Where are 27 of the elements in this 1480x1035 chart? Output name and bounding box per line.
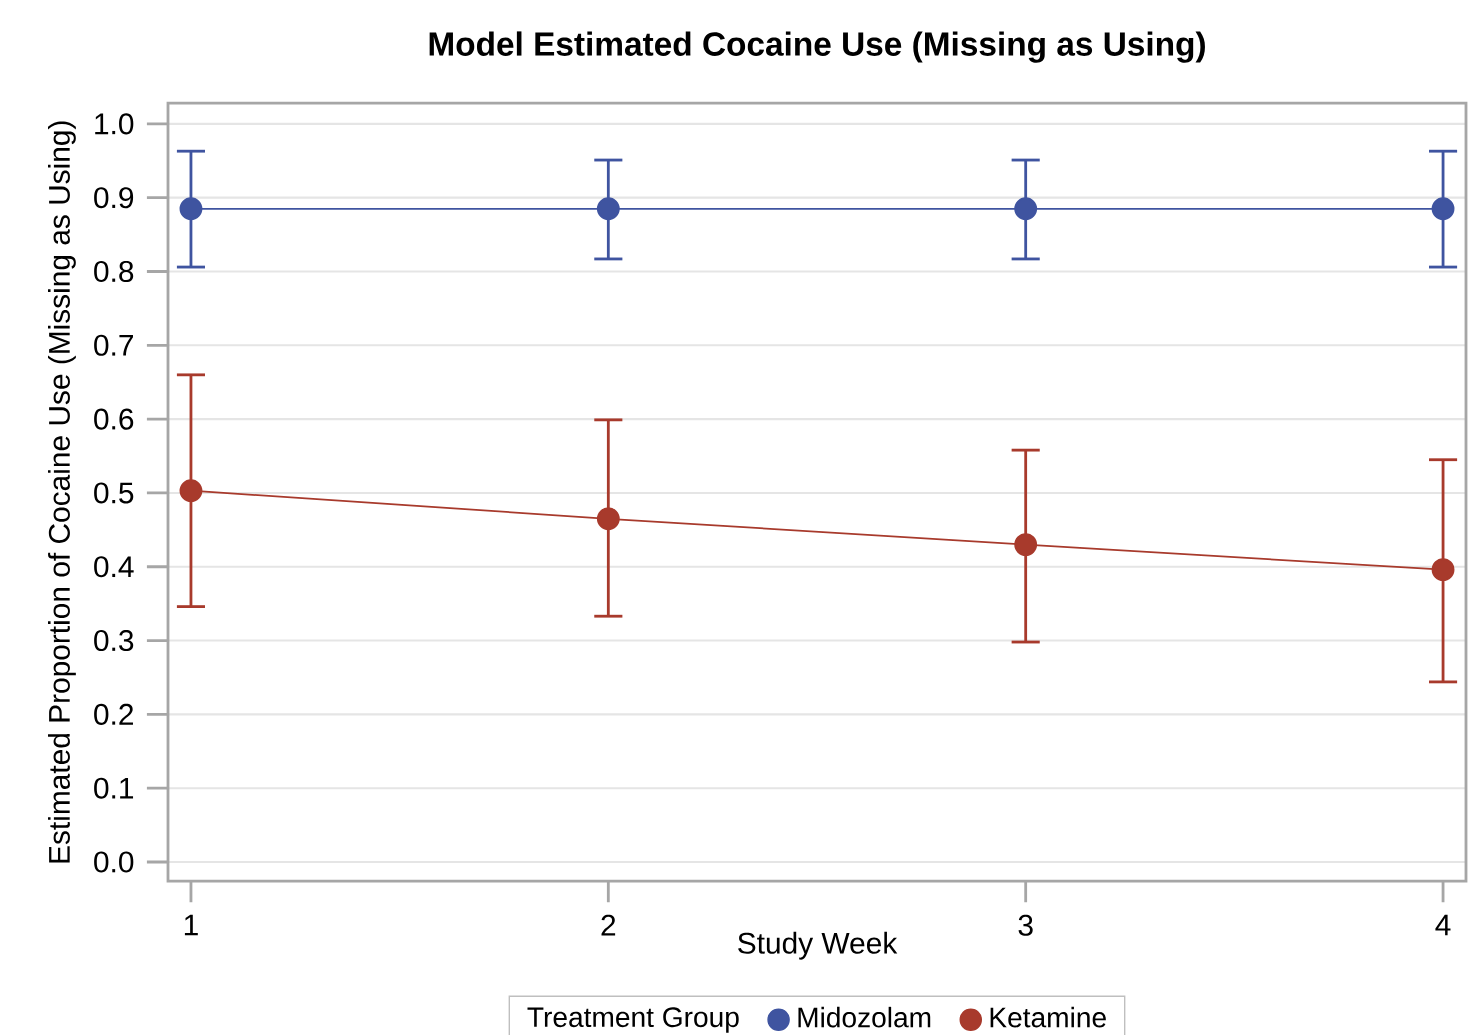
chart-title: Model Estimated Cocaine Use (Missing as Using) bbox=[429, 31, 1205, 63]
point bbox=[179, 197, 203, 221]
point bbox=[596, 507, 620, 531]
y-tick-label: 0.7 bbox=[94, 334, 133, 356]
y-tick-label: 0.8 bbox=[94, 260, 134, 283]
x-tick-label: 4 bbox=[1435, 914, 1451, 936]
x-axis-title: Study Week bbox=[738, 931, 898, 960]
legend-label: Ketamine bbox=[990, 1006, 1106, 1028]
y-tick-label: 0.5 bbox=[94, 482, 134, 504]
y-tick-label: 0.3 bbox=[94, 630, 134, 652]
y-tick-label: 0.1 bbox=[94, 777, 134, 799]
y-axis-title: Estimated Proportion of Cocaine Use (Missing as Using) bbox=[48, 121, 76, 863]
y-tick-label: 0.0 bbox=[94, 851, 134, 873]
legend-label: Midozolam bbox=[798, 1006, 931, 1028]
y-tick-label: 0.9 bbox=[94, 187, 134, 209]
legend-title: Treatment Group bbox=[527, 1007, 739, 1033]
point bbox=[179, 479, 203, 503]
y-tick-label: 0.4 bbox=[94, 556, 134, 578]
y-tick-label: 0.2 bbox=[94, 703, 133, 725]
x-tick-label: 2 bbox=[601, 914, 616, 936]
y-tick-label: 0.6 bbox=[94, 408, 134, 430]
y-tick-label: 1.0 bbox=[95, 113, 134, 135]
x-tick-label: 1 bbox=[184, 914, 198, 936]
point bbox=[1014, 533, 1038, 557]
point bbox=[596, 197, 620, 221]
x-tick-label: 3 bbox=[1018, 914, 1033, 936]
point bbox=[1014, 197, 1038, 221]
